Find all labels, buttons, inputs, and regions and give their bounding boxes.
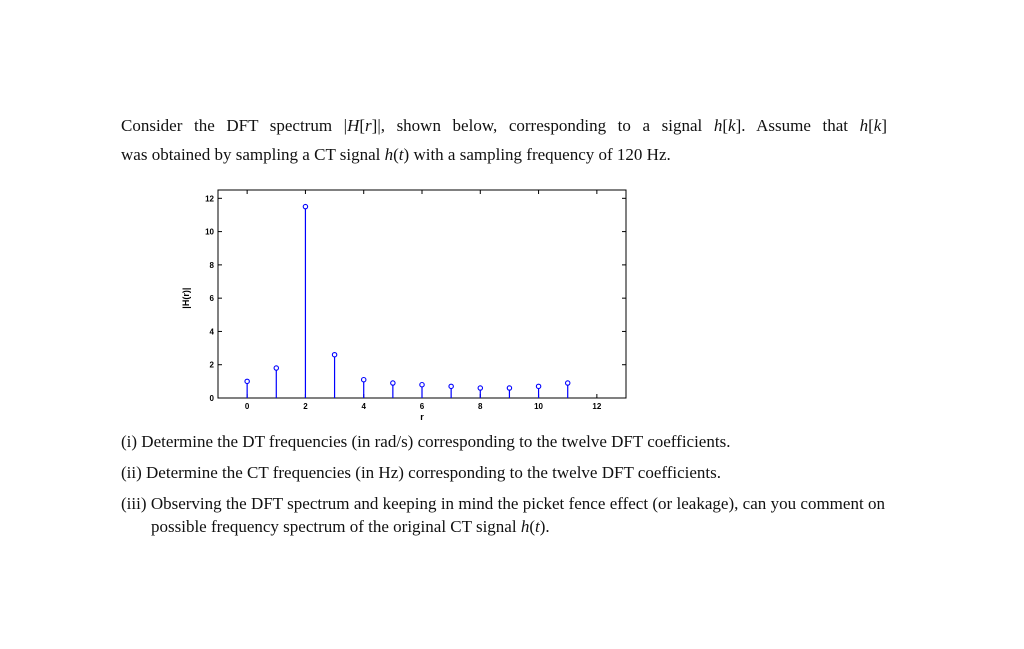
y-axis-label: |H(r)| [181,288,191,309]
stem-marker [564,380,571,386]
stem-marker [244,378,250,385]
question-3-end: . [545,516,550,536]
math-var: k [873,116,882,135]
statement-text: was obtained by sampling a CT signal [121,144,385,164]
chart-ticks [218,190,626,399]
y-tick-label: 8 [210,261,215,270]
math-bracket: [ [359,116,366,135]
math-bracket: [ [868,116,874,135]
x-tick-label: 4 [361,402,366,411]
question-1: (i) Determine the DT frequencies (in rad… [121,432,731,451]
stem-marker [390,380,396,386]
question-2: (ii) Determine the CT frequencies (in Hz… [121,463,722,482]
stem-marker [360,376,367,383]
statement-text: Consider the DFT spectrum [121,116,344,135]
math-var: r [365,116,372,135]
statement-text: with a sampling frequency of 120 Hz. [409,144,671,164]
stem-marker [273,365,280,371]
math-var: h [713,116,723,135]
stem-marker [419,381,425,388]
y-tick-label: 0 [210,394,215,403]
y-tick-label: 10 [205,228,214,237]
statement-text: , shown below, corresponding to a signal [380,116,714,135]
math-paren: ) [539,516,546,536]
magnitude-bar: | [343,116,348,135]
math-bracket: ] [881,116,887,135]
math-var: h [859,116,869,135]
question-3-text: (iii) Observing the DFT spectrum and kee… [121,494,885,536]
x-tick-label: 2 [303,402,308,411]
x-tick-label: 0 [245,402,250,411]
math-var: h [520,516,530,536]
stem-marker [302,203,309,210]
math-paren: ) [403,144,410,164]
plot-frame [217,189,627,399]
stem-marker [535,383,542,390]
math-bracket: ] [735,116,742,135]
math-var: t [398,144,404,164]
problem-statement: Consider the DFT spectrum |H[r]|, shown … [121,112,887,170]
y-tick-label: 2 [210,361,215,370]
x-axis-label: r [420,412,424,422]
y-tick-label: 6 [210,294,215,303]
chart-labels: 0 2 4 6 8 10 12 0 2 4 6 8 10 12 [205,194,602,411]
stem-marker [506,385,513,391]
dft-stem-chart: 0 2 4 6 8 10 12 0 2 4 6 8 10 12 r |H(r)| [181,189,627,422]
statement-line-1: Consider the DFT spectrum |H[r]|, shown … [121,112,887,141]
math-var: H [347,116,360,135]
math-bracket: [ [722,116,729,135]
stem-marker [448,383,454,390]
magnitude-bar: | [377,116,381,135]
chart-stems [244,203,571,398]
math-paren: ( [393,144,399,164]
x-tick-label: 6 [420,402,425,411]
math-paren: ( [529,516,535,536]
statement-text: . Assume that [741,116,860,135]
statement-line-2: was obtained by sampling a CT signal h(t… [121,141,887,170]
question-3: (iii) Observing the DFT spectrum and kee… [121,493,885,539]
y-tick-label: 4 [210,327,215,336]
stem-marker [477,385,484,391]
math-var: t [535,516,540,536]
x-tick-label: 12 [592,402,601,411]
math-var: k [728,116,736,135]
x-tick-label: 10 [534,402,543,411]
y-tick-label: 12 [205,194,214,203]
math-var: h [384,144,394,164]
math-bracket: ] [371,116,378,135]
x-tick-label: 8 [478,402,483,411]
stem-marker [331,351,338,358]
